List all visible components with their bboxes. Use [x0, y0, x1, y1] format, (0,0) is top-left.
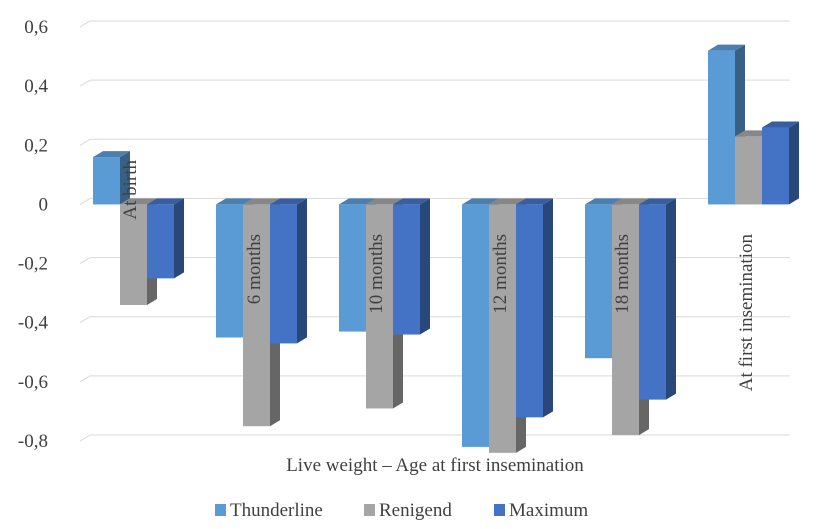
- legend-label: Maximum: [509, 500, 588, 521]
- legend: Thunderline Renigend Maximum: [215, 500, 588, 521]
- bar-top: [462, 198, 499, 205]
- grid-depth-line: [79, 375, 91, 383]
- bar-front: [270, 204, 297, 344]
- bar-top: [489, 198, 526, 205]
- category-label: 6 months: [244, 234, 265, 304]
- bar-front: [93, 157, 120, 205]
- bar: [93, 151, 130, 205]
- bar-top: [585, 198, 622, 205]
- bar-top: [708, 44, 745, 51]
- bar-front: [639, 204, 666, 400]
- x-axis-label: Live weight – Age at first insemination: [286, 455, 584, 476]
- grid-depth-line: [79, 197, 91, 205]
- bar: [270, 198, 307, 344]
- bar-front: [585, 204, 612, 359]
- bar-top: [270, 198, 307, 205]
- bar-front: [735, 136, 762, 205]
- bar-side: [543, 198, 553, 418]
- bar-top: [762, 121, 799, 128]
- category-label: 12 months: [490, 234, 511, 314]
- bar-top: [639, 198, 676, 205]
- bar-top: [120, 198, 157, 205]
- bar-top: [612, 198, 649, 205]
- bar-top: [243, 198, 280, 205]
- y-tick-label: 0: [39, 194, 49, 215]
- legend-item: Maximum: [494, 500, 588, 521]
- bar-front: [120, 204, 147, 305]
- y-tick-label: -0,8: [18, 431, 48, 452]
- bars: [93, 44, 799, 453]
- legend-label: Thunderline: [230, 500, 323, 521]
- y-axis-ticks: 0,6 0,4 0,2 0 -0,2 -0,4 -0,6 -0,8: [18, 17, 49, 452]
- category-labels: At birth 6 months 10 months 12 months 18 mon…: [120, 160, 757, 392]
- bar: [516, 198, 553, 418]
- bar-front: [147, 204, 174, 279]
- bar: [762, 121, 799, 205]
- y-tick-label: -0,6: [18, 372, 48, 393]
- bar-top: [216, 198, 253, 205]
- legend-swatch: [494, 504, 505, 516]
- bar-top: [393, 198, 430, 205]
- legend-swatch: [215, 504, 226, 516]
- category-label: 10 months: [366, 234, 387, 314]
- y-tick-label: 0,2: [24, 135, 48, 156]
- bar-side: [789, 121, 799, 205]
- legend-swatch: [364, 504, 375, 516]
- grid-depth-line: [79, 257, 91, 265]
- bar-side: [420, 198, 430, 335]
- y-tick-label: 0,6: [24, 17, 48, 38]
- bar: [393, 198, 430, 335]
- legend-label: Renigend: [379, 500, 452, 521]
- bar-front: [216, 204, 243, 338]
- y-tick-label: 0,4: [24, 76, 48, 97]
- grid-depth-line: [79, 79, 91, 87]
- bar-front: [516, 204, 543, 418]
- bar-side: [666, 198, 676, 400]
- bar-top: [516, 198, 553, 205]
- bar-front: [243, 204, 270, 427]
- bar-top: [93, 151, 130, 158]
- bar-side: [174, 198, 184, 279]
- bar: [147, 198, 184, 279]
- grid-depth-line: [79, 20, 91, 28]
- bar-front: [762, 127, 789, 205]
- y-tick-label: -0,4: [18, 313, 49, 334]
- grid-depth-line: [79, 316, 91, 324]
- category-label: At birth: [120, 160, 141, 220]
- legend-item: Thunderline: [215, 500, 323, 521]
- bar-top: [147, 198, 184, 205]
- grid-lines: [79, 20, 790, 442]
- bar-top: [339, 198, 376, 205]
- bar-top: [366, 198, 403, 205]
- bar-front: [339, 204, 366, 332]
- bar-front: [612, 204, 639, 436]
- bar-front: [366, 204, 393, 409]
- bar-front: [393, 204, 420, 335]
- bar-front: [708, 50, 735, 205]
- bar-front: [489, 204, 516, 453]
- bar: [639, 198, 676, 400]
- bar-side: [120, 151, 130, 205]
- grid-depth-line: [79, 138, 91, 146]
- y-tick-label: -0,2: [18, 254, 48, 275]
- category-label: 18 months: [612, 234, 633, 314]
- bar-front: [462, 204, 489, 447]
- category-label: At first insemination: [736, 234, 757, 392]
- grid-depth-line: [79, 434, 91, 442]
- bar-side: [297, 198, 307, 344]
- legend-item: Renigend: [364, 500, 452, 521]
